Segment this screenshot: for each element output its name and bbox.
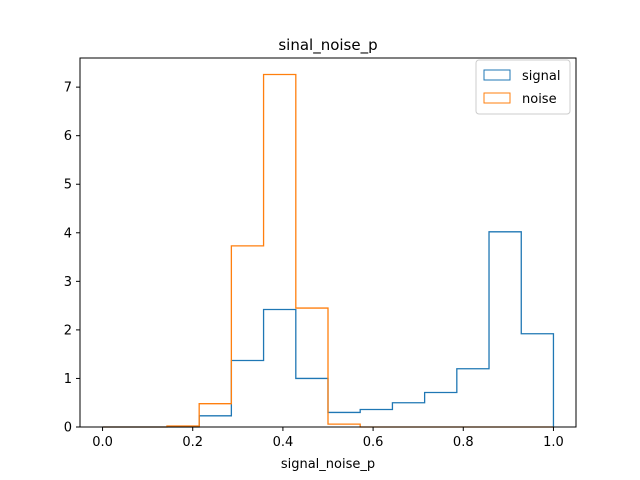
x-tick-label: 1.0 — [543, 435, 564, 450]
series-noise-step — [102, 73, 554, 428]
x-tick-label: 0.6 — [363, 435, 384, 450]
legend-label-noise: noise — [522, 92, 557, 107]
axes-layer: 0.0 0.2 0.4 0.6 0.8 1.0 0 1 2 3 4 5 6 7 — [64, 57, 577, 450]
y-tick-label: 5 — [64, 178, 72, 193]
legend-label-signal: signal — [522, 69, 560, 84]
x-tick-label: 0.4 — [273, 435, 294, 450]
legend: signal noise — [475, 59, 571, 115]
legend-box — [475, 59, 571, 115]
legend-swatch-noise — [483, 92, 511, 104]
y-tick-label: 6 — [64, 129, 72, 144]
series-signal-step — [102, 231, 555, 428]
x-axis-title: signal_noise_p — [281, 457, 375, 472]
x-tick-label: 0.0 — [92, 435, 113, 450]
chart-title: sinal_noise_p — [278, 36, 377, 55]
y-tick-label: 7 — [64, 81, 72, 96]
y-tick-label: 2 — [64, 323, 72, 338]
y-tick-label: 4 — [64, 226, 72, 241]
series-layer — [102, 73, 555, 428]
axes-frame — [79, 57, 577, 428]
x-tick-label: 0.8 — [453, 435, 474, 450]
y-tick-label: 3 — [64, 275, 72, 290]
x-tick-label: 0.2 — [182, 435, 203, 450]
legend-swatch-signal — [483, 69, 511, 81]
y-tick-label: 1 — [64, 372, 72, 387]
y-tick-label: 0 — [64, 421, 72, 436]
